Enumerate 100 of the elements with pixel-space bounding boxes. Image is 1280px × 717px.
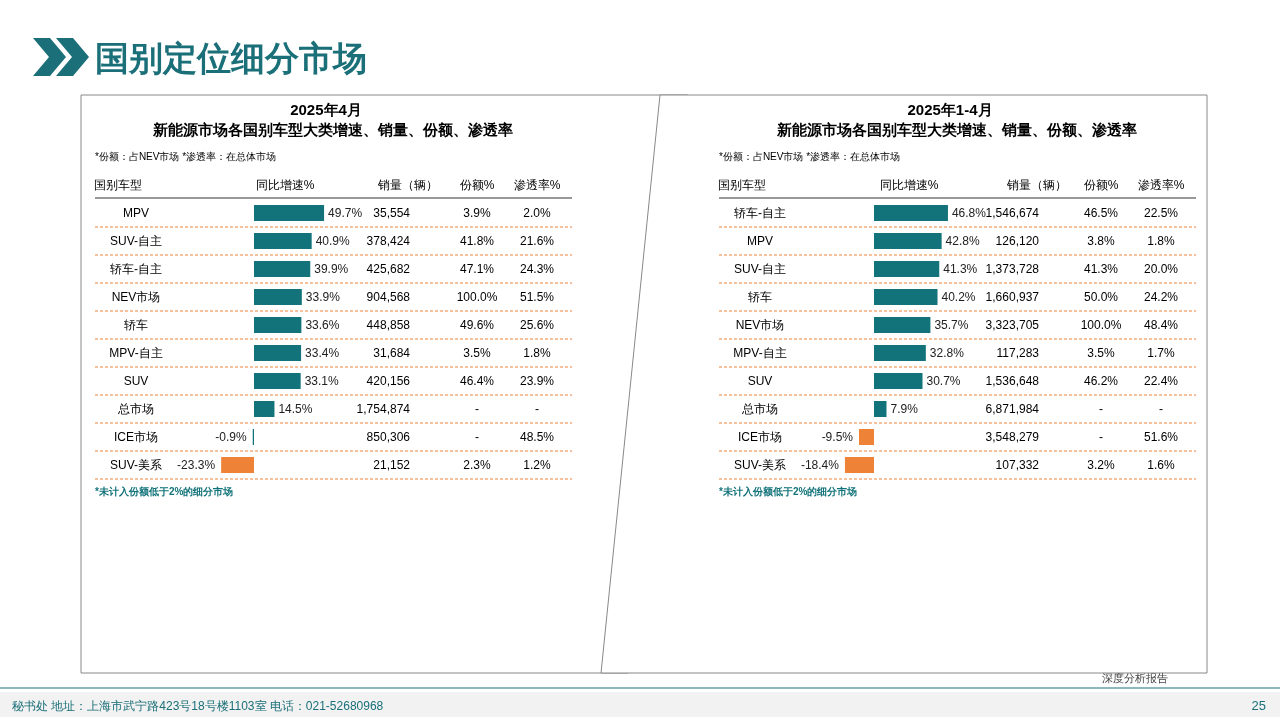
text: 51.5% bbox=[519, 290, 555, 304]
bar bbox=[254, 401, 275, 417]
data-label: 40.9% bbox=[315, 234, 351, 248]
text: 3,548,279 bbox=[985, 430, 1040, 444]
text: 24.3% bbox=[519, 262, 555, 276]
data-label: -9.5% bbox=[821, 430, 854, 444]
text: 1.7% bbox=[1147, 346, 1175, 360]
text: - bbox=[1099, 402, 1103, 416]
y-tick-label: MPV-自主 bbox=[109, 346, 163, 360]
text: 21.6% bbox=[519, 234, 555, 248]
y-tick-label: ICE市场 bbox=[737, 430, 783, 444]
bar bbox=[874, 317, 931, 333]
data-label: 41.3% bbox=[943, 262, 978, 276]
bar bbox=[874, 345, 926, 361]
text: - bbox=[475, 402, 479, 416]
chart-title: 2025年1-4月 bbox=[907, 101, 993, 118]
data-label: 14.5% bbox=[278, 402, 313, 416]
data-label: -18.4% bbox=[800, 458, 840, 472]
text: 秘书处 地址：上海市武宁路423号18号楼1103室 电话：021-52680968 bbox=[12, 699, 384, 713]
text: 深度分析报告 bbox=[1102, 672, 1168, 685]
text: - bbox=[475, 430, 479, 444]
text: *份额：占NEV市场 *渗透率：在总体市场 bbox=[95, 151, 277, 162]
text: 46.5% bbox=[1083, 206, 1119, 220]
text: 20.0% bbox=[1143, 262, 1179, 276]
y-tick-label: 轿车-自主 bbox=[110, 262, 162, 276]
bar bbox=[874, 373, 923, 389]
y-tick-label: 总市场 bbox=[117, 402, 154, 416]
data-label: 49.7% bbox=[328, 206, 363, 220]
text: 25.6% bbox=[519, 318, 555, 332]
data-label: -23.3% bbox=[177, 458, 216, 472]
text: 3.9% bbox=[463, 206, 491, 220]
data-label: 33.9% bbox=[305, 290, 341, 304]
text: 51.6% bbox=[1143, 430, 1179, 444]
y-tick-label: 轿车 bbox=[748, 290, 772, 304]
text: 49.6% bbox=[459, 318, 495, 332]
text: 425,682 bbox=[366, 262, 411, 276]
bar bbox=[874, 401, 887, 417]
text: 同比增速% bbox=[879, 178, 939, 192]
text: 2.3% bbox=[463, 458, 491, 472]
text: 23.9% bbox=[519, 374, 555, 388]
text: 1,546,674 bbox=[985, 206, 1040, 220]
y-tick-label: NEV市场 bbox=[735, 318, 785, 332]
text: 25 bbox=[1251, 698, 1266, 713]
text: - bbox=[1159, 402, 1163, 416]
text: 1,536,648 bbox=[985, 374, 1040, 388]
text: *份额：占NEV市场 *渗透率：在总体市场 bbox=[719, 151, 901, 162]
text: 3.2% bbox=[1087, 458, 1115, 472]
bar bbox=[254, 373, 301, 389]
text: 117,283 bbox=[996, 346, 1040, 360]
text: 41.8% bbox=[459, 234, 495, 248]
text: 126,120 bbox=[995, 234, 1040, 248]
data-label: 42.8% bbox=[945, 234, 980, 248]
text: 46.4% bbox=[459, 374, 495, 388]
text: *未计入份额低于2%的细分市场 bbox=[95, 486, 234, 497]
y-tick-label: 总市场 bbox=[741, 402, 778, 416]
data-label: 30.7% bbox=[926, 374, 961, 388]
text: 1,754,874 bbox=[356, 402, 411, 416]
y-tick-label: 轿车 bbox=[124, 318, 148, 332]
data-label: 33.1% bbox=[304, 374, 340, 388]
y-tick-label: SUV bbox=[747, 374, 773, 388]
text: 22.4% bbox=[1143, 374, 1179, 388]
text: 100.0% bbox=[456, 290, 498, 304]
text: 448,858 bbox=[366, 318, 411, 332]
data-label: 33.4% bbox=[305, 346, 340, 360]
text: 3.5% bbox=[1087, 346, 1115, 360]
bar bbox=[254, 317, 302, 333]
text: 渗透率% bbox=[1137, 178, 1185, 192]
text: 1.6% bbox=[1147, 458, 1175, 472]
data-label: 46.8% bbox=[951, 206, 987, 220]
y-tick-label: SUV-自主 bbox=[109, 234, 163, 248]
bar bbox=[874, 289, 938, 305]
y-tick-label: ICE市场 bbox=[113, 430, 159, 444]
chart-title: 2025年4月 bbox=[290, 101, 362, 118]
chart-subtitle: 新能源市场各国别车型大类增速、销量、份额、渗透率 bbox=[152, 121, 513, 138]
data-label: 7.9% bbox=[890, 402, 919, 416]
text: 1.2% bbox=[523, 458, 551, 472]
text: 3.8% bbox=[1087, 234, 1115, 248]
y-tick-label: MPV-自主 bbox=[733, 346, 787, 360]
text: 1,373,728 bbox=[985, 262, 1040, 276]
text: 35,554 bbox=[373, 206, 411, 220]
y-tick-label: SUV-美系 bbox=[733, 458, 787, 472]
data-label: 32.8% bbox=[929, 346, 965, 360]
text: *未计入份额低于2%的细分市场 bbox=[719, 486, 858, 497]
bar bbox=[874, 233, 942, 249]
text: 同比增速% bbox=[255, 178, 315, 192]
y-tick-label: SUV bbox=[123, 374, 149, 388]
text: 1,660,937 bbox=[985, 290, 1040, 304]
data-label: 33.6% bbox=[305, 318, 340, 332]
text: 904,568 bbox=[366, 290, 411, 304]
text: 24.2% bbox=[1143, 290, 1179, 304]
text: 22.5% bbox=[1143, 206, 1179, 220]
data-label: 35.7% bbox=[934, 318, 969, 332]
text: 420,156 bbox=[366, 374, 411, 388]
text: 1.8% bbox=[523, 346, 551, 360]
text: 46.2% bbox=[1083, 374, 1119, 388]
text: 31,684 bbox=[373, 346, 411, 360]
y-tick-label: MPV bbox=[746, 234, 774, 248]
text: 378,424 bbox=[366, 234, 411, 248]
text: - bbox=[1099, 430, 1103, 444]
text: 50.0% bbox=[1083, 290, 1119, 304]
